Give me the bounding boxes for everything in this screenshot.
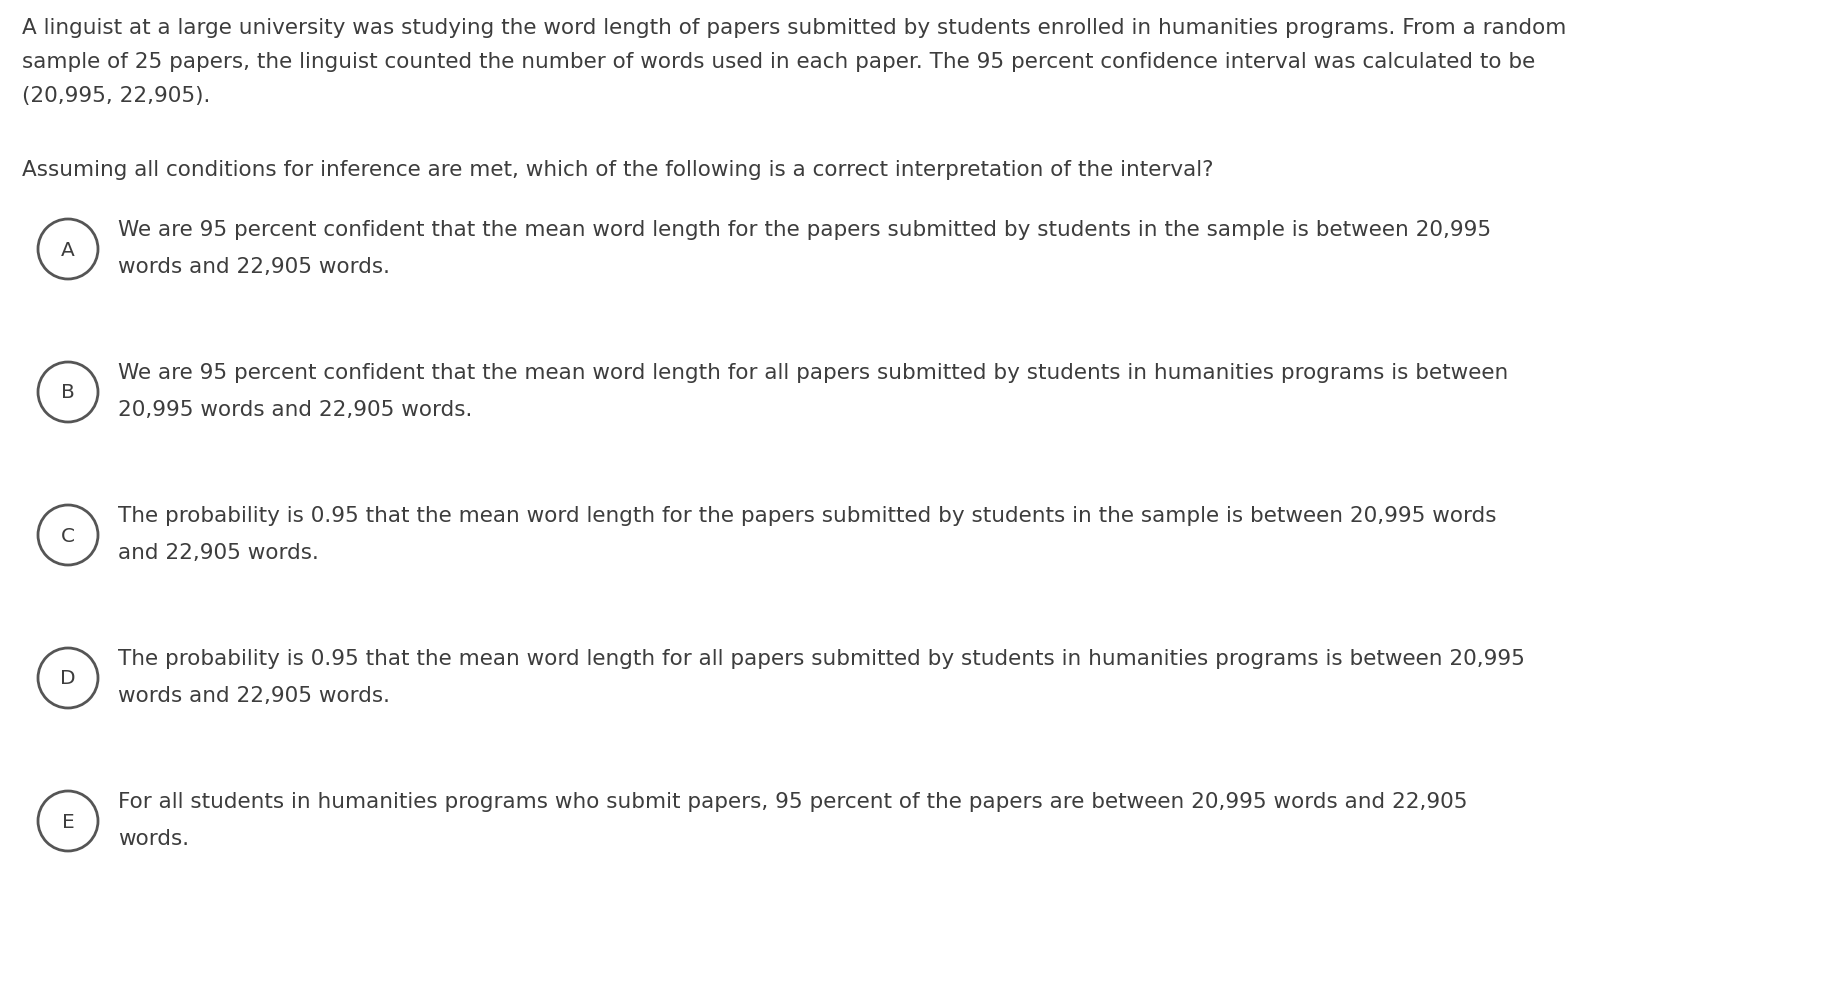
Text: A: A bbox=[61, 241, 75, 259]
Text: For all students in humanities programs who submit papers, 95 percent of the pap: For all students in humanities programs … bbox=[118, 791, 1467, 811]
Text: words.: words. bbox=[118, 827, 189, 848]
Text: and 22,905 words.: and 22,905 words. bbox=[118, 543, 318, 563]
Text: D: D bbox=[61, 669, 75, 688]
Text: (20,995, 22,905).: (20,995, 22,905). bbox=[22, 86, 210, 106]
Text: C: C bbox=[61, 526, 75, 545]
Text: The probability is 0.95 that the mean word length for the papers submitted by st: The probability is 0.95 that the mean wo… bbox=[118, 506, 1496, 526]
Text: 20,995 words and 22,905 words.: 20,995 words and 22,905 words. bbox=[118, 399, 472, 419]
Text: B: B bbox=[61, 383, 75, 402]
Text: We are 95 percent confident that the mean word length for the papers submitted b: We are 95 percent confident that the mea… bbox=[118, 220, 1491, 240]
Text: Assuming all conditions for inference are met, which of the following is a corre: Assuming all conditions for inference ar… bbox=[22, 159, 1213, 180]
Text: E: E bbox=[62, 811, 74, 830]
Text: words and 22,905 words.: words and 22,905 words. bbox=[118, 257, 390, 277]
Text: We are 95 percent confident that the mean word length for all papers submitted b: We are 95 percent confident that the mea… bbox=[118, 362, 1509, 382]
Text: A linguist at a large university was studying the word length of papers submitte: A linguist at a large university was stu… bbox=[22, 18, 1566, 38]
Text: words and 22,905 words.: words and 22,905 words. bbox=[118, 685, 390, 705]
Text: sample of 25 papers, the linguist counted the number of words used in each paper: sample of 25 papers, the linguist counte… bbox=[22, 52, 1535, 72]
Text: The probability is 0.95 that the mean word length for all papers submitted by st: The probability is 0.95 that the mean wo… bbox=[118, 648, 1526, 668]
